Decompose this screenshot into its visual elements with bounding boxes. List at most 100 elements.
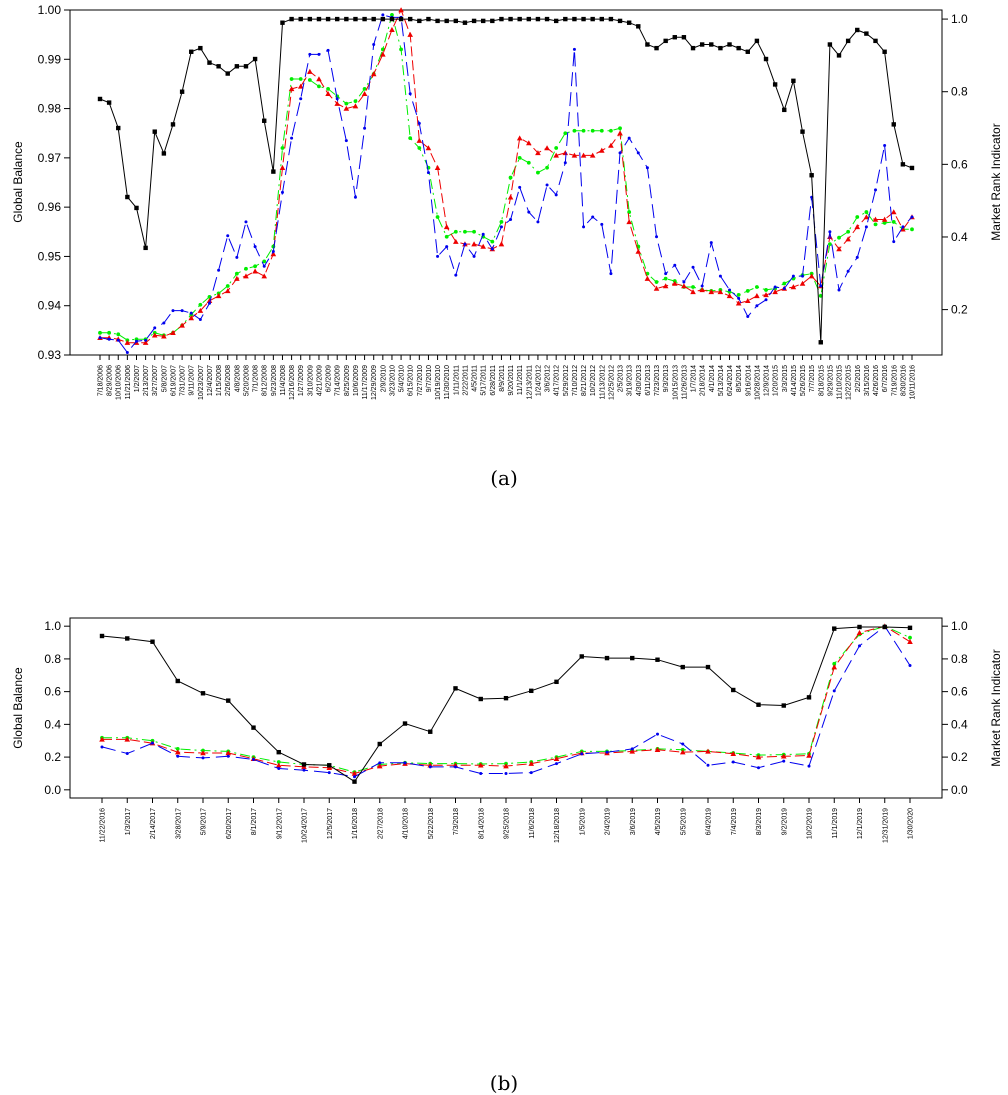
x-tick-label: 8/29/2006	[107, 365, 114, 396]
data-point-blue	[819, 284, 823, 288]
data-point-black	[599, 16, 604, 22]
data-point-black	[709, 42, 714, 47]
data-point-blue	[673, 263, 677, 267]
data-point-red	[179, 322, 185, 328]
data-point-blue	[454, 273, 458, 277]
data-point-blue	[201, 756, 205, 760]
data-point-blue	[728, 288, 732, 292]
data-point-blue	[605, 750, 609, 754]
data-point-black	[276, 749, 281, 755]
data-point-black	[301, 762, 307, 767]
data-point-red	[763, 292, 769, 298]
x-tick-label: 10/2/2019	[807, 808, 814, 839]
data-point-red	[526, 140, 532, 146]
data-point-blue	[807, 764, 811, 768]
data-point-red	[553, 152, 559, 158]
data-point-green	[280, 146, 285, 150]
data-point-red	[188, 315, 195, 321]
data-point-blue	[901, 225, 905, 229]
data-point-blue	[253, 245, 257, 249]
data-point-red	[544, 145, 550, 151]
data-point-blue	[837, 288, 841, 292]
data-point-black	[189, 49, 194, 54]
data-point-green	[618, 126, 622, 131]
data-point-blue	[353, 775, 356, 779]
data-point-red	[735, 300, 742, 306]
data-point-blue	[428, 765, 432, 769]
x-tick-label: 6/19/2007	[170, 365, 177, 396]
data-point-green	[98, 330, 102, 335]
data-point-blue	[162, 321, 166, 325]
x-tick-label: 1/24/2012	[535, 365, 542, 396]
x-tick-label: 7/1/2008	[253, 365, 260, 392]
data-point-red	[705, 748, 711, 754]
data-point-black	[225, 71, 230, 76]
data-point-blue	[408, 92, 412, 96]
data-point-red	[452, 762, 459, 768]
y-right-tick-label: 1.0	[951, 12, 968, 26]
x-tick-label: 10/2/2012	[590, 365, 597, 396]
data-point-black	[529, 688, 534, 694]
data-point-black	[371, 16, 376, 22]
y-tick-label: 0.6	[44, 685, 61, 699]
x-tick-label: 10/19/2010	[435, 365, 442, 400]
x-tick-label: 3/6/2012	[545, 365, 552, 392]
data-point-black	[572, 16, 577, 22]
data-point-red	[881, 216, 888, 222]
y-tick-label: 0.8	[44, 652, 61, 666]
x-tick-label: 7/19/2016	[891, 365, 898, 396]
data-point-green	[198, 302, 203, 307]
data-point-green	[499, 220, 504, 224]
data-point-red	[863, 214, 870, 220]
data-point-black	[234, 64, 240, 69]
data-point-blue	[855, 255, 859, 259]
data-point-green	[745, 289, 750, 293]
data-point-black	[907, 625, 913, 631]
y-tick-label: 0.96	[38, 200, 62, 214]
data-point-black	[97, 96, 103, 102]
data-point-green	[472, 229, 476, 234]
x-tick-label: 3/10/2009	[307, 365, 314, 396]
data-point-blue	[764, 298, 768, 302]
data-point-blue	[344, 139, 348, 143]
data-point-blue	[563, 161, 567, 165]
data-point-green	[873, 222, 878, 227]
data-point-green	[663, 276, 668, 281]
data-point-red	[161, 333, 167, 339]
data-point-blue	[910, 215, 914, 219]
x-tick-label: 12/29/2009	[371, 365, 378, 400]
data-point-blue	[426, 171, 430, 175]
x-tick-label: 5/17/2011	[481, 365, 488, 396]
data-point-black	[763, 56, 769, 62]
x-tick-label: 8/12/2008	[262, 365, 269, 396]
data-point-red	[316, 76, 322, 82]
data-point-black	[344, 16, 349, 22]
data-point-blue	[609, 272, 613, 276]
y-tick-label: 0.93	[38, 348, 62, 362]
data-point-green	[581, 128, 586, 133]
data-point-blue	[832, 689, 836, 693]
data-point-black	[579, 654, 584, 659]
x-tick-label: 9/29/2015	[827, 365, 834, 396]
x-tick-label: 4/26/2016	[873, 365, 880, 396]
x-tick-label: 12/18/2018	[554, 808, 561, 843]
data-point-black	[134, 205, 139, 211]
x-tick-label: 10/10/2006	[116, 365, 123, 400]
x-tick-label: 12/5/2017	[327, 808, 334, 839]
x-tick-label: 4/8/2008	[234, 365, 241, 392]
y-tick-label: 0.4	[44, 717, 61, 731]
y-right-tick-label: 0.0	[951, 783, 968, 797]
data-point-green	[855, 215, 860, 219]
y-right-tick-label: 0.8	[951, 652, 968, 666]
x-tick-label: 7/10/2012	[572, 365, 579, 396]
data-point-black	[352, 779, 357, 784]
data-point-blue	[277, 767, 281, 771]
x-tick-label: 5/29/2012	[563, 365, 570, 396]
data-point-red	[806, 752, 812, 758]
data-point-blue	[572, 47, 576, 51]
data-point-black	[453, 18, 459, 24]
x-tick-label: 11/1/2019	[832, 808, 839, 839]
data-point-blue	[858, 644, 861, 648]
data-point-black	[152, 129, 157, 134]
x-tick-label: 1/2/2007	[134, 365, 141, 392]
